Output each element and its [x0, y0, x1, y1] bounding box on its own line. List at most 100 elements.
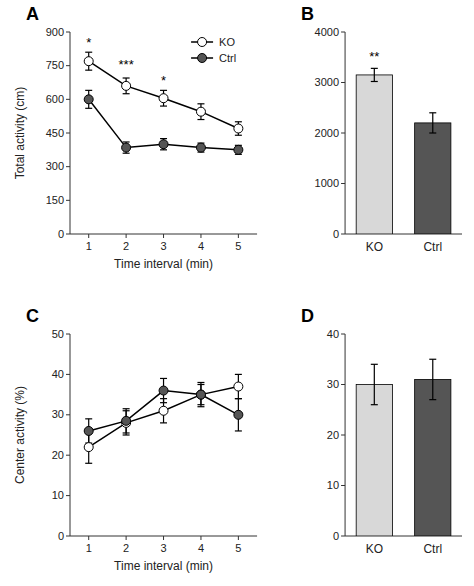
y-tick-label: 900	[46, 26, 64, 38]
y-axis-label: Center activity (%)	[13, 386, 27, 484]
error-cap	[85, 52, 92, 53]
error-cap	[235, 121, 242, 122]
error-cap	[197, 384, 204, 385]
y-tick-label: 0	[333, 530, 339, 542]
x-tick	[200, 536, 201, 540]
error-bar	[85, 419, 92, 443]
legend-label: KO	[219, 36, 235, 48]
data-point	[122, 81, 131, 90]
y-tick	[66, 65, 70, 66]
error-cap	[85, 418, 92, 419]
y-tick	[341, 234, 345, 235]
legend: KO Ctrl	[191, 36, 236, 64]
y-tick-label: 3000	[315, 76, 339, 88]
error-cap	[429, 112, 436, 113]
x-tick-label: 1	[86, 542, 92, 554]
error-cap	[371, 364, 378, 365]
y-tick	[66, 495, 70, 496]
y-tick-label: 0	[58, 530, 64, 542]
x-tick	[238, 234, 239, 238]
x-tick	[88, 536, 89, 540]
error-bar	[197, 385, 204, 405]
error-bar	[160, 90, 167, 106]
data-point	[159, 140, 168, 149]
error-cap	[85, 463, 92, 464]
x-tick	[88, 234, 89, 238]
x-tick-label: 1	[86, 240, 92, 252]
figure: 12345Time interval (min)0150300450600750…	[0, 0, 474, 586]
bar	[415, 379, 451, 536]
data-point	[196, 143, 205, 152]
error-cap	[123, 434, 130, 435]
error-stem	[374, 68, 375, 81]
error-stem	[432, 113, 433, 133]
y-tick	[341, 133, 345, 134]
error-bar	[197, 143, 204, 152]
error-bar	[197, 382, 204, 406]
x-tick-label: 5	[235, 240, 241, 252]
legend-marker	[198, 38, 207, 47]
y-tick-label: 50	[52, 328, 64, 340]
panel: KOCtrl01000200030004000**B	[301, 4, 462, 254]
error-stem	[432, 359, 433, 399]
error-bar	[429, 359, 436, 399]
y-tick-label: 30	[327, 378, 339, 390]
y-axis-line	[70, 334, 71, 536]
data-point	[234, 410, 243, 419]
error-bar	[371, 68, 378, 81]
error-cap	[160, 90, 167, 91]
data-point	[234, 382, 243, 391]
legend-label: Ctrl	[219, 52, 236, 64]
y-axis-label: Total activity (cm)	[13, 87, 27, 180]
panel-label: B	[301, 4, 314, 24]
x-tick-label: KO	[366, 240, 383, 254]
error-cap	[371, 404, 378, 405]
data-point	[234, 124, 243, 133]
error-cap	[123, 408, 130, 409]
error-cap	[429, 132, 436, 133]
error-cap	[160, 378, 167, 379]
y-tick-label: 4000	[315, 26, 339, 38]
data-point	[84, 426, 93, 435]
data-point	[84, 95, 93, 104]
error-cap	[197, 404, 204, 405]
x-tick-label: 3	[160, 240, 166, 252]
data-point	[84, 443, 93, 452]
data-point	[122, 143, 131, 152]
error-cap	[123, 93, 130, 94]
error-bar	[235, 374, 242, 398]
y-tick-label: 10	[52, 489, 64, 501]
error-bar	[235, 122, 242, 135]
y-tick-label: 450	[46, 127, 64, 139]
x-axis-label: Time interval (min)	[114, 257, 213, 271]
data-point	[196, 390, 205, 399]
error-bar	[371, 364, 378, 404]
y-tick-label: 40	[52, 368, 64, 380]
error-cap	[85, 70, 92, 71]
y-tick	[66, 374, 70, 375]
y-tick-label: 600	[46, 93, 64, 105]
error-bar	[123, 409, 130, 433]
data-point	[84, 57, 93, 66]
error-cap	[160, 138, 167, 139]
error-cap	[85, 90, 92, 91]
error-cap	[235, 374, 242, 375]
y-tick	[341, 384, 345, 385]
error-cap	[429, 359, 436, 360]
significance-marker: *	[161, 73, 166, 88]
error-bar	[160, 399, 167, 423]
y-tick-label: 30	[52, 408, 64, 420]
y-tick	[66, 166, 70, 167]
error-bar	[429, 113, 436, 133]
x-tick-label: 2	[123, 240, 129, 252]
x-tick	[238, 536, 239, 540]
x-axis-label: Time interval (min)	[114, 559, 213, 573]
error-bar	[235, 399, 242, 431]
significance-marker: *	[86, 35, 91, 50]
panel: KOCtrl010203040D	[301, 306, 462, 556]
error-cap	[235, 430, 242, 431]
significance-marker: ***	[119, 57, 134, 72]
panel-label: D	[301, 306, 314, 326]
plot-area	[84, 374, 243, 463]
error-cap	[371, 68, 378, 69]
